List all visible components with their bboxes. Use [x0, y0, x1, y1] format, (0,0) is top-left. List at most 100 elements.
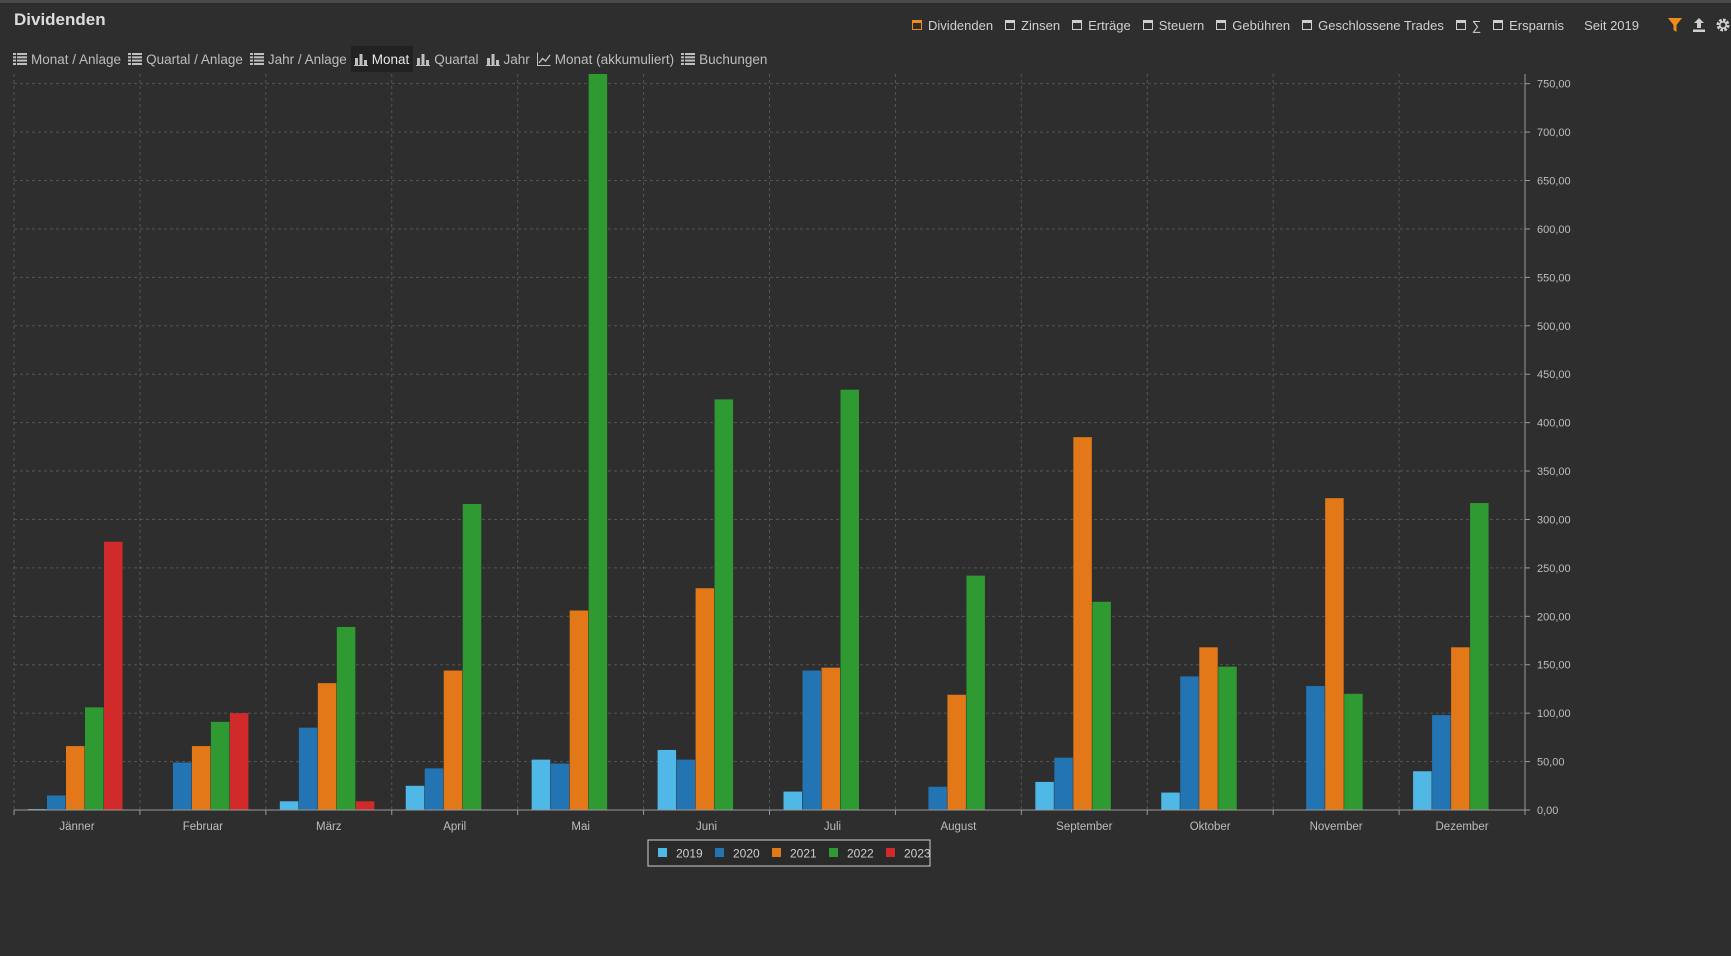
line-chart-icon	[536, 52, 555, 66]
bar-chart-icon	[353, 52, 372, 66]
bar-2021-august	[947, 694, 966, 810]
y-tick-label: 400,00	[1537, 418, 1571, 430]
y-tick-label: 350,00	[1537, 466, 1571, 478]
export-icon[interactable]	[1691, 16, 1707, 34]
bar-2021-märz	[317, 683, 337, 810]
tab-buchungen[interactable]: Buchungen	[678, 46, 771, 72]
filter-erträge[interactable]: Erträge	[1072, 18, 1131, 33]
filter-label: Gebühren	[1232, 17, 1291, 33]
tab-quartal[interactable]: Quartal	[413, 46, 482, 72]
x-tick-label: April	[443, 821, 466, 833]
top-border	[0, 0, 1731, 3]
dividend-chart: 0,00 50,00 100,00 150,00 200,00 250,00 300,00 3…	[10, 74, 1720, 934]
x-tick-label: August	[940, 821, 977, 833]
bar-2022-jänner	[85, 707, 104, 810]
bar-2019-märz	[279, 801, 299, 810]
bar-2022-dezember	[1470, 503, 1489, 810]
x-tick-label: Mai	[571, 821, 590, 833]
y-tick-label: 750,00	[1537, 79, 1571, 91]
checkbox-icon[interactable]	[1216, 20, 1227, 30]
filter-icon[interactable]	[1667, 16, 1683, 34]
bar-2021-oktober	[1199, 647, 1218, 810]
checkbox-icon[interactable]	[1142, 20, 1153, 30]
bar-2020-dezember	[1432, 715, 1451, 810]
checkbox-icon[interactable]	[1493, 20, 1504, 30]
bar-2020-oktober	[1180, 676, 1199, 810]
bar-2020-juli	[802, 670, 821, 810]
legend-label-2021: 2021	[790, 847, 817, 861]
tab-label: Monat (akkumuliert)	[554, 51, 675, 67]
filter-ersparnis[interactable]: Ersparnis	[1493, 18, 1564, 33]
bar-2019-oktober	[1161, 792, 1180, 810]
list-icon	[249, 52, 268, 66]
y-tick-label: 450,00	[1537, 369, 1571, 381]
bar-2021-mai	[569, 610, 589, 810]
filter-sum[interactable]: ∑	[1455, 18, 1481, 33]
tab-label: Jahr	[503, 51, 530, 67]
legend-label-2020: 2020	[733, 847, 760, 861]
bar-2020-februar	[172, 762, 192, 810]
bar-2019-juli	[783, 791, 802, 810]
legend-label-2023: 2023	[904, 847, 931, 861]
bar-2022-november	[1344, 693, 1363, 810]
x-tick-label: November	[1310, 821, 1363, 833]
bar-2020-mai	[550, 763, 570, 810]
bar-chart-icon	[485, 52, 504, 66]
bar-2020-jänner	[47, 795, 66, 810]
bar-2022-märz	[336, 626, 356, 810]
bar-2019-mai	[531, 759, 551, 810]
tab-monat-anlage[interactable]: Monat / Anlage	[10, 46, 125, 72]
tab-label: Monat	[371, 51, 410, 67]
filter-dividenden[interactable]: Dividenden	[912, 18, 993, 33]
legend-swatch-2023	[886, 848, 895, 857]
bar-2020-juni	[676, 759, 696, 810]
chart-svg: 0,00 50,00 100,00 150,00 200,00 250,00 300,00 3…	[13, 74, 1571, 867]
y-tick-label: 0,00	[1537, 805, 1558, 817]
bar-2021-februar	[191, 746, 211, 810]
tab-jahr-anlage[interactable]: Jahr / Anlage	[247, 46, 351, 72]
checkbox-icon[interactable]	[1455, 20, 1466, 30]
gear-icon[interactable]	[1715, 16, 1731, 34]
y-tick-label: 100,00	[1537, 708, 1571, 720]
bar-2019-juni	[657, 749, 677, 810]
x-tick-label: Juli	[824, 821, 841, 833]
checkbox-icon[interactable]	[1072, 20, 1083, 30]
bar-2023-jänner	[104, 541, 123, 810]
bar-2023-februar	[229, 713, 249, 810]
checkbox-icon[interactable]	[912, 20, 923, 30]
tab-label: Quartal	[434, 51, 479, 67]
x-tick-label: März	[316, 821, 342, 833]
bar-chart-icon	[416, 52, 434, 66]
legend-swatch-2022	[829, 848, 838, 857]
tab-monat[interactable]: Monat	[350, 46, 414, 72]
tab-monat-akkumuliert[interactable]: Monat (akkumuliert)	[534, 46, 678, 72]
y-tick-label: 50,00	[1537, 757, 1565, 769]
filter-gebühren[interactable]: Gebühren	[1216, 18, 1290, 33]
since-selector[interactable]: Seit 2019	[1584, 17, 1639, 33]
legend-label-2022: 2022	[847, 847, 874, 861]
filter-steuern[interactable]: Steuern	[1142, 18, 1204, 33]
bar-2022-juni	[714, 399, 734, 810]
x-tick-label: Jänner	[59, 821, 94, 833]
filter-label: Dividenden	[928, 17, 994, 33]
filter-label: Ersparnis	[1509, 17, 1565, 33]
y-tick-label: 700,00	[1537, 127, 1571, 139]
bar-2022-september	[1092, 601, 1111, 810]
x-tick-label: Oktober	[1190, 821, 1231, 833]
legend-box	[647, 839, 931, 867]
tab-label: Buchungen	[699, 51, 768, 67]
bar-2021-april	[443, 670, 463, 810]
checkbox-icon[interactable]	[1302, 20, 1313, 30]
bar-2021-juni	[695, 588, 715, 810]
tab-jahr[interactable]: Jahr	[483, 46, 534, 72]
checkbox-icon[interactable]	[1005, 20, 1016, 30]
filter-zinsen[interactable]: Zinsen	[1005, 18, 1060, 33]
bar-2022-mai	[588, 74, 608, 810]
filter-geschlossene-trades[interactable]: Geschlossene Trades	[1302, 18, 1444, 33]
legend-label-2019: 2019	[676, 847, 703, 861]
tab-quartal-anlage[interactable]: Quartal / Anlage	[125, 46, 247, 72]
y-tick-label: 200,00	[1537, 611, 1571, 623]
tab-label: Monat / Anlage	[31, 51, 122, 67]
bar-2022-august	[966, 575, 985, 810]
bar-2020-september	[1054, 757, 1073, 810]
